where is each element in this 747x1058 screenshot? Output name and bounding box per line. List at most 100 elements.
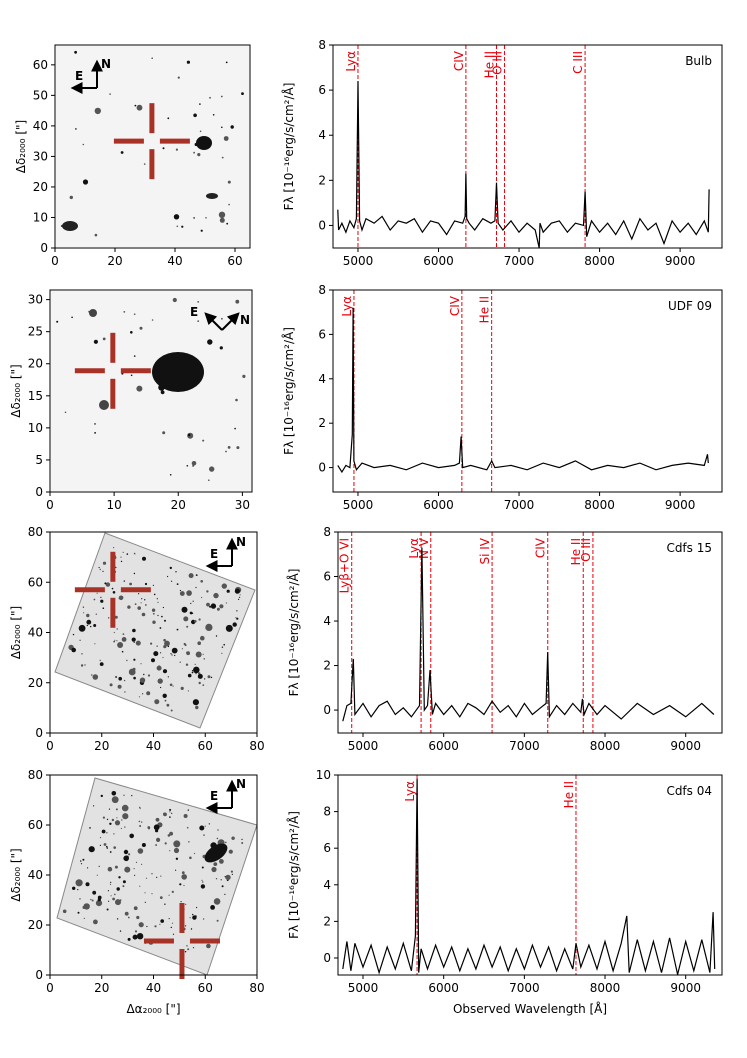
y-tick-label: 30 — [33, 149, 48, 163]
source — [187, 809, 189, 811]
source — [193, 217, 195, 219]
source — [110, 881, 112, 884]
source — [127, 916, 130, 919]
source — [201, 596, 203, 599]
source — [77, 911, 80, 914]
source — [79, 639, 81, 641]
source — [213, 898, 221, 905]
source — [123, 855, 129, 862]
source — [133, 906, 138, 911]
source — [170, 653, 172, 655]
compass-label: N — [101, 57, 111, 71]
source — [216, 607, 220, 611]
source — [160, 652, 162, 654]
source — [102, 607, 105, 609]
source — [236, 446, 240, 450]
source — [152, 612, 155, 615]
source — [122, 880, 126, 884]
source — [111, 818, 115, 822]
source — [123, 679, 126, 682]
source — [91, 899, 94, 902]
compass-label: N — [236, 535, 246, 549]
source — [90, 625, 92, 628]
source — [216, 919, 219, 922]
source — [175, 571, 177, 573]
source — [221, 317, 223, 320]
source — [122, 813, 129, 820]
source — [132, 934, 138, 940]
source — [118, 876, 121, 879]
x-tick-label: 80 — [249, 739, 264, 753]
source — [180, 686, 184, 691]
y-tick-label: 20 — [33, 180, 48, 194]
source — [78, 624, 86, 632]
source — [199, 825, 205, 831]
source — [106, 818, 109, 821]
source — [139, 326, 143, 330]
source — [137, 606, 141, 610]
y-axis-label: Fλ [10⁻¹⁶erg/s/cm²/Å] — [281, 83, 296, 211]
source — [160, 390, 165, 395]
source — [145, 877, 148, 879]
source — [187, 690, 189, 692]
source — [197, 301, 200, 303]
source — [181, 606, 188, 613]
x-tick-label: 40 — [167, 254, 182, 268]
source — [113, 833, 115, 835]
source — [144, 582, 148, 586]
source — [129, 833, 134, 839]
y-tick-label: 10 — [28, 421, 43, 435]
x-tick-label: 5000 — [343, 254, 374, 268]
source — [164, 842, 167, 845]
source — [198, 618, 201, 621]
y-tick-label: 6 — [318, 83, 326, 97]
source — [139, 806, 141, 808]
y-tick-label: 6 — [323, 570, 331, 584]
source — [99, 400, 109, 410]
source — [179, 591, 185, 596]
emission-label: Lyβ+O VI — [338, 538, 352, 593]
source — [242, 374, 246, 378]
y-tick-label: 0 — [323, 951, 331, 965]
source — [123, 580, 126, 582]
y-tick-label: 20 — [28, 676, 43, 690]
source — [144, 901, 146, 903]
source — [236, 617, 239, 620]
source — [235, 617, 237, 619]
source — [108, 900, 110, 902]
source — [205, 217, 207, 219]
source — [109, 683, 113, 687]
source — [162, 669, 168, 674]
y-tick-label: 0 — [40, 241, 48, 255]
y-tick-label: 4 — [318, 128, 326, 142]
source — [156, 665, 162, 671]
y-tick-label: 6 — [323, 841, 331, 855]
y-tick-label: 2 — [318, 173, 326, 187]
source — [186, 60, 190, 64]
source — [157, 601, 159, 604]
source — [164, 640, 170, 647]
source — [89, 826, 91, 829]
image-field — [54, 532, 256, 729]
source — [122, 633, 125, 635]
source — [133, 868, 135, 870]
source — [93, 624, 97, 627]
source — [210, 905, 216, 910]
source — [155, 829, 159, 833]
source — [220, 879, 222, 881]
emission-label: He II — [569, 538, 583, 565]
source — [175, 857, 179, 860]
source — [241, 92, 244, 95]
source — [209, 96, 211, 99]
source — [106, 832, 108, 834]
source — [123, 849, 129, 855]
source — [234, 427, 236, 430]
source — [175, 148, 178, 151]
emission-label: C III — [571, 51, 585, 74]
y-tick-label: 60 — [28, 818, 43, 832]
source — [82, 143, 85, 146]
y-tick-label: 30 — [28, 293, 43, 307]
source — [154, 925, 157, 928]
source — [225, 602, 227, 604]
